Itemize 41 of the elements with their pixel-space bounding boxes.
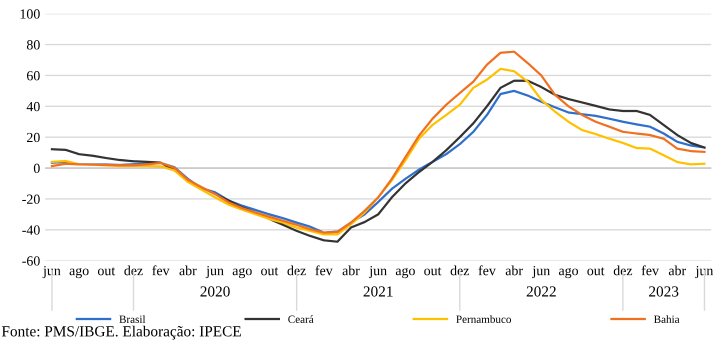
x-tick-label: fev	[478, 265, 496, 276]
x-tick-label: dez	[614, 266, 632, 276]
y-tick-label: -40	[22, 225, 40, 235]
x-tick-label: dez	[287, 266, 306, 276]
y-tick-label: -20	[22, 194, 40, 204]
y-tick-label: 100	[20, 9, 40, 19]
legend-label: Bahia	[654, 315, 680, 324]
x-tick-label: jun	[368, 266, 387, 278]
x-tick-label: fev	[642, 265, 659, 276]
x-tick-label: abr	[342, 266, 360, 276]
x-tick-label: fev	[315, 265, 333, 276]
y-tick-label: -60	[22, 256, 40, 266]
x-tick-label: out	[424, 267, 442, 276]
text: 2022	[526, 286, 556, 297]
y-tick-label: 0	[34, 164, 40, 174]
text: 2023	[649, 286, 678, 297]
x-tick-label: out	[98, 267, 116, 276]
x-tick-label: abr	[668, 266, 686, 276]
x-tick-label: out	[587, 267, 604, 276]
y-tick-label: 80	[26, 40, 40, 50]
text: 2021	[364, 286, 393, 297]
x-tick-label: ago	[558, 268, 578, 278]
x-tick-label: jun	[532, 266, 550, 278]
x-tick-label: out	[261, 267, 278, 276]
x-tick-label: ago	[396, 268, 415, 278]
y-tick-label: 40	[26, 102, 40, 112]
x-tick-label: jun	[206, 266, 224, 278]
x-tick-label: abr	[179, 266, 197, 276]
legend-label: Brasil	[119, 315, 146, 324]
x-tick-label: ago	[232, 268, 252, 278]
x-tick-label: fev	[152, 265, 170, 276]
x-tick-label: dez	[450, 266, 470, 276]
y-tick-label: 60	[26, 71, 40, 80]
x-tick-label: ago	[70, 268, 89, 278]
text: 2020	[200, 286, 230, 297]
x-tick-label: abr	[506, 266, 523, 276]
x-tick-label: dez	[124, 266, 143, 276]
legend-label: Pernambuco	[456, 315, 512, 324]
source-note: Fonte: PMS/IBGE. Elaboração: IPECE	[2, 326, 241, 340]
legend-label: Ceará	[288, 315, 314, 324]
y-tick-label: 20	[26, 132, 40, 142]
